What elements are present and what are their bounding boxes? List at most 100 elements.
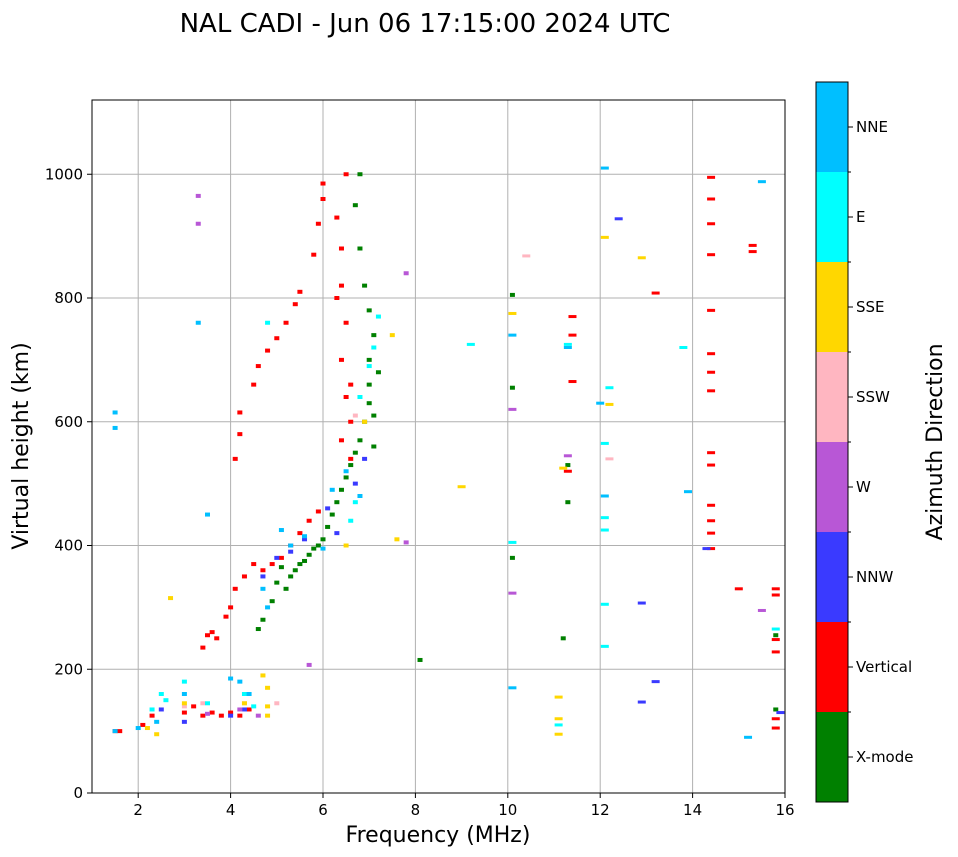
echo-point-x-mode (565, 463, 571, 468)
echo-point-x-mode (509, 555, 515, 560)
echo-point-x-mode (357, 246, 363, 251)
echo-point-e (205, 701, 210, 706)
echo-point-x-mode (292, 568, 298, 573)
echo-point-vertical (748, 243, 757, 247)
echo-point-x-mode (283, 586, 289, 591)
echo-point-nne (596, 401, 605, 405)
echo-point-vertical (237, 410, 243, 415)
echo-point-nne (683, 490, 692, 494)
echo-point-vertical (297, 531, 303, 536)
echo-point-nnw (228, 713, 234, 718)
colorbar-tick-label: NNW (856, 568, 893, 586)
echo-point-sse (457, 485, 466, 489)
echo-point-vertical (568, 333, 577, 337)
echo-point-x-mode (352, 450, 358, 455)
echo-point-x-mode (560, 636, 566, 641)
echo-point-x-mode (297, 562, 303, 567)
echo-point-vertical (771, 650, 780, 654)
echo-point-x-mode (375, 370, 381, 375)
colorbar-segment (816, 82, 848, 172)
echo-point-nne (195, 320, 201, 325)
echo-point-vertical (707, 370, 716, 374)
echo-point-e (251, 704, 257, 709)
echo-point-vertical (218, 713, 224, 718)
echo-point-vertical (200, 713, 206, 718)
echo-point-e (241, 692, 247, 696)
echo-point-e (600, 644, 609, 648)
echo-point-vertical (771, 587, 780, 591)
echo-point-w (563, 454, 572, 458)
echo-point-sse (181, 701, 187, 706)
echo-point-x-mode (325, 524, 331, 529)
echo-point-vertical (771, 593, 780, 597)
chart-title: NAL CADI - Jun 06 17:15:00 2024 UTC (180, 9, 671, 39)
echo-point-sse (362, 419, 368, 424)
echo-point-nne (329, 487, 335, 492)
plot-frame (91, 99, 786, 794)
echo-point-w (403, 540, 409, 545)
colorbar-frame (815, 81, 849, 803)
echo-point-vertical (320, 181, 326, 186)
echo-point-vertical (209, 710, 215, 715)
echo-point-x-mode (357, 438, 363, 443)
echo-point-vertical (707, 503, 716, 507)
echo-point-e (348, 518, 354, 523)
echo-point-vertical (334, 296, 340, 300)
echo-point-vertical (181, 710, 187, 715)
echo-point-sse (554, 695, 563, 699)
data-marks (112, 166, 785, 739)
echo-point-x-mode (371, 333, 377, 338)
echo-point-nnw (302, 537, 308, 542)
colorbar-label: Azimuth Direction (923, 343, 948, 540)
echo-point-vertical (338, 246, 344, 251)
echo-point-e (600, 528, 609, 532)
echo-point-nne (154, 719, 160, 724)
echo-point-x-mode (509, 385, 515, 390)
echo-point-sse (241, 701, 247, 706)
echo-point-nne (112, 410, 118, 415)
echo-point-e (600, 602, 609, 606)
echo-point-vertical (306, 518, 312, 523)
echo-point-nne (205, 512, 210, 517)
echo-point-vertical (707, 451, 716, 455)
echo-point-nnw (241, 707, 247, 712)
colorbar-segment (816, 352, 848, 442)
echo-point-vertical (707, 389, 716, 393)
colorbar-segment (816, 442, 848, 532)
echo-point-vertical (246, 707, 252, 712)
colorbar-tick-label: E (856, 208, 865, 226)
echo-point-sse (554, 732, 563, 736)
echo-point-sse (154, 732, 160, 737)
echo-point-vertical (283, 320, 289, 325)
echo-point-sse (265, 685, 271, 690)
echo-point-sse (265, 713, 271, 718)
echo-point-x-mode (320, 537, 326, 542)
echo-point-nnw (614, 217, 623, 221)
echo-point-nnw (181, 719, 187, 724)
echo-point-ssw (605, 457, 614, 461)
echo-point-x-mode (269, 599, 275, 604)
echo-point-x-mode (352, 203, 358, 208)
echo-point-nnw (158, 707, 164, 712)
echo-point-w (306, 662, 312, 667)
echo-point-vertical (191, 704, 197, 709)
echo-point-x-mode (357, 172, 363, 177)
echo-point-vertical (338, 438, 344, 443)
echo-point-vertical (771, 717, 780, 721)
echo-point-vertical (707, 519, 716, 523)
colorbar-tick-label: Vertical (856, 658, 912, 676)
echo-point-vertical (707, 222, 716, 226)
echo-point-vertical (292, 302, 298, 307)
echo-point-e (149, 707, 155, 712)
echo-point-sse (144, 726, 150, 731)
echo-point-sse (600, 235, 609, 239)
echo-point-sse (559, 466, 568, 470)
echo-point-w (757, 608, 766, 612)
echo-point-sse (508, 311, 517, 315)
echo-point-nne (600, 494, 609, 498)
echo-point-e (554, 723, 563, 727)
echo-point-x-mode (362, 283, 368, 288)
echo-point-nne (135, 726, 141, 731)
echo-point-x-mode (509, 292, 515, 297)
echo-point-nne (265, 605, 271, 610)
